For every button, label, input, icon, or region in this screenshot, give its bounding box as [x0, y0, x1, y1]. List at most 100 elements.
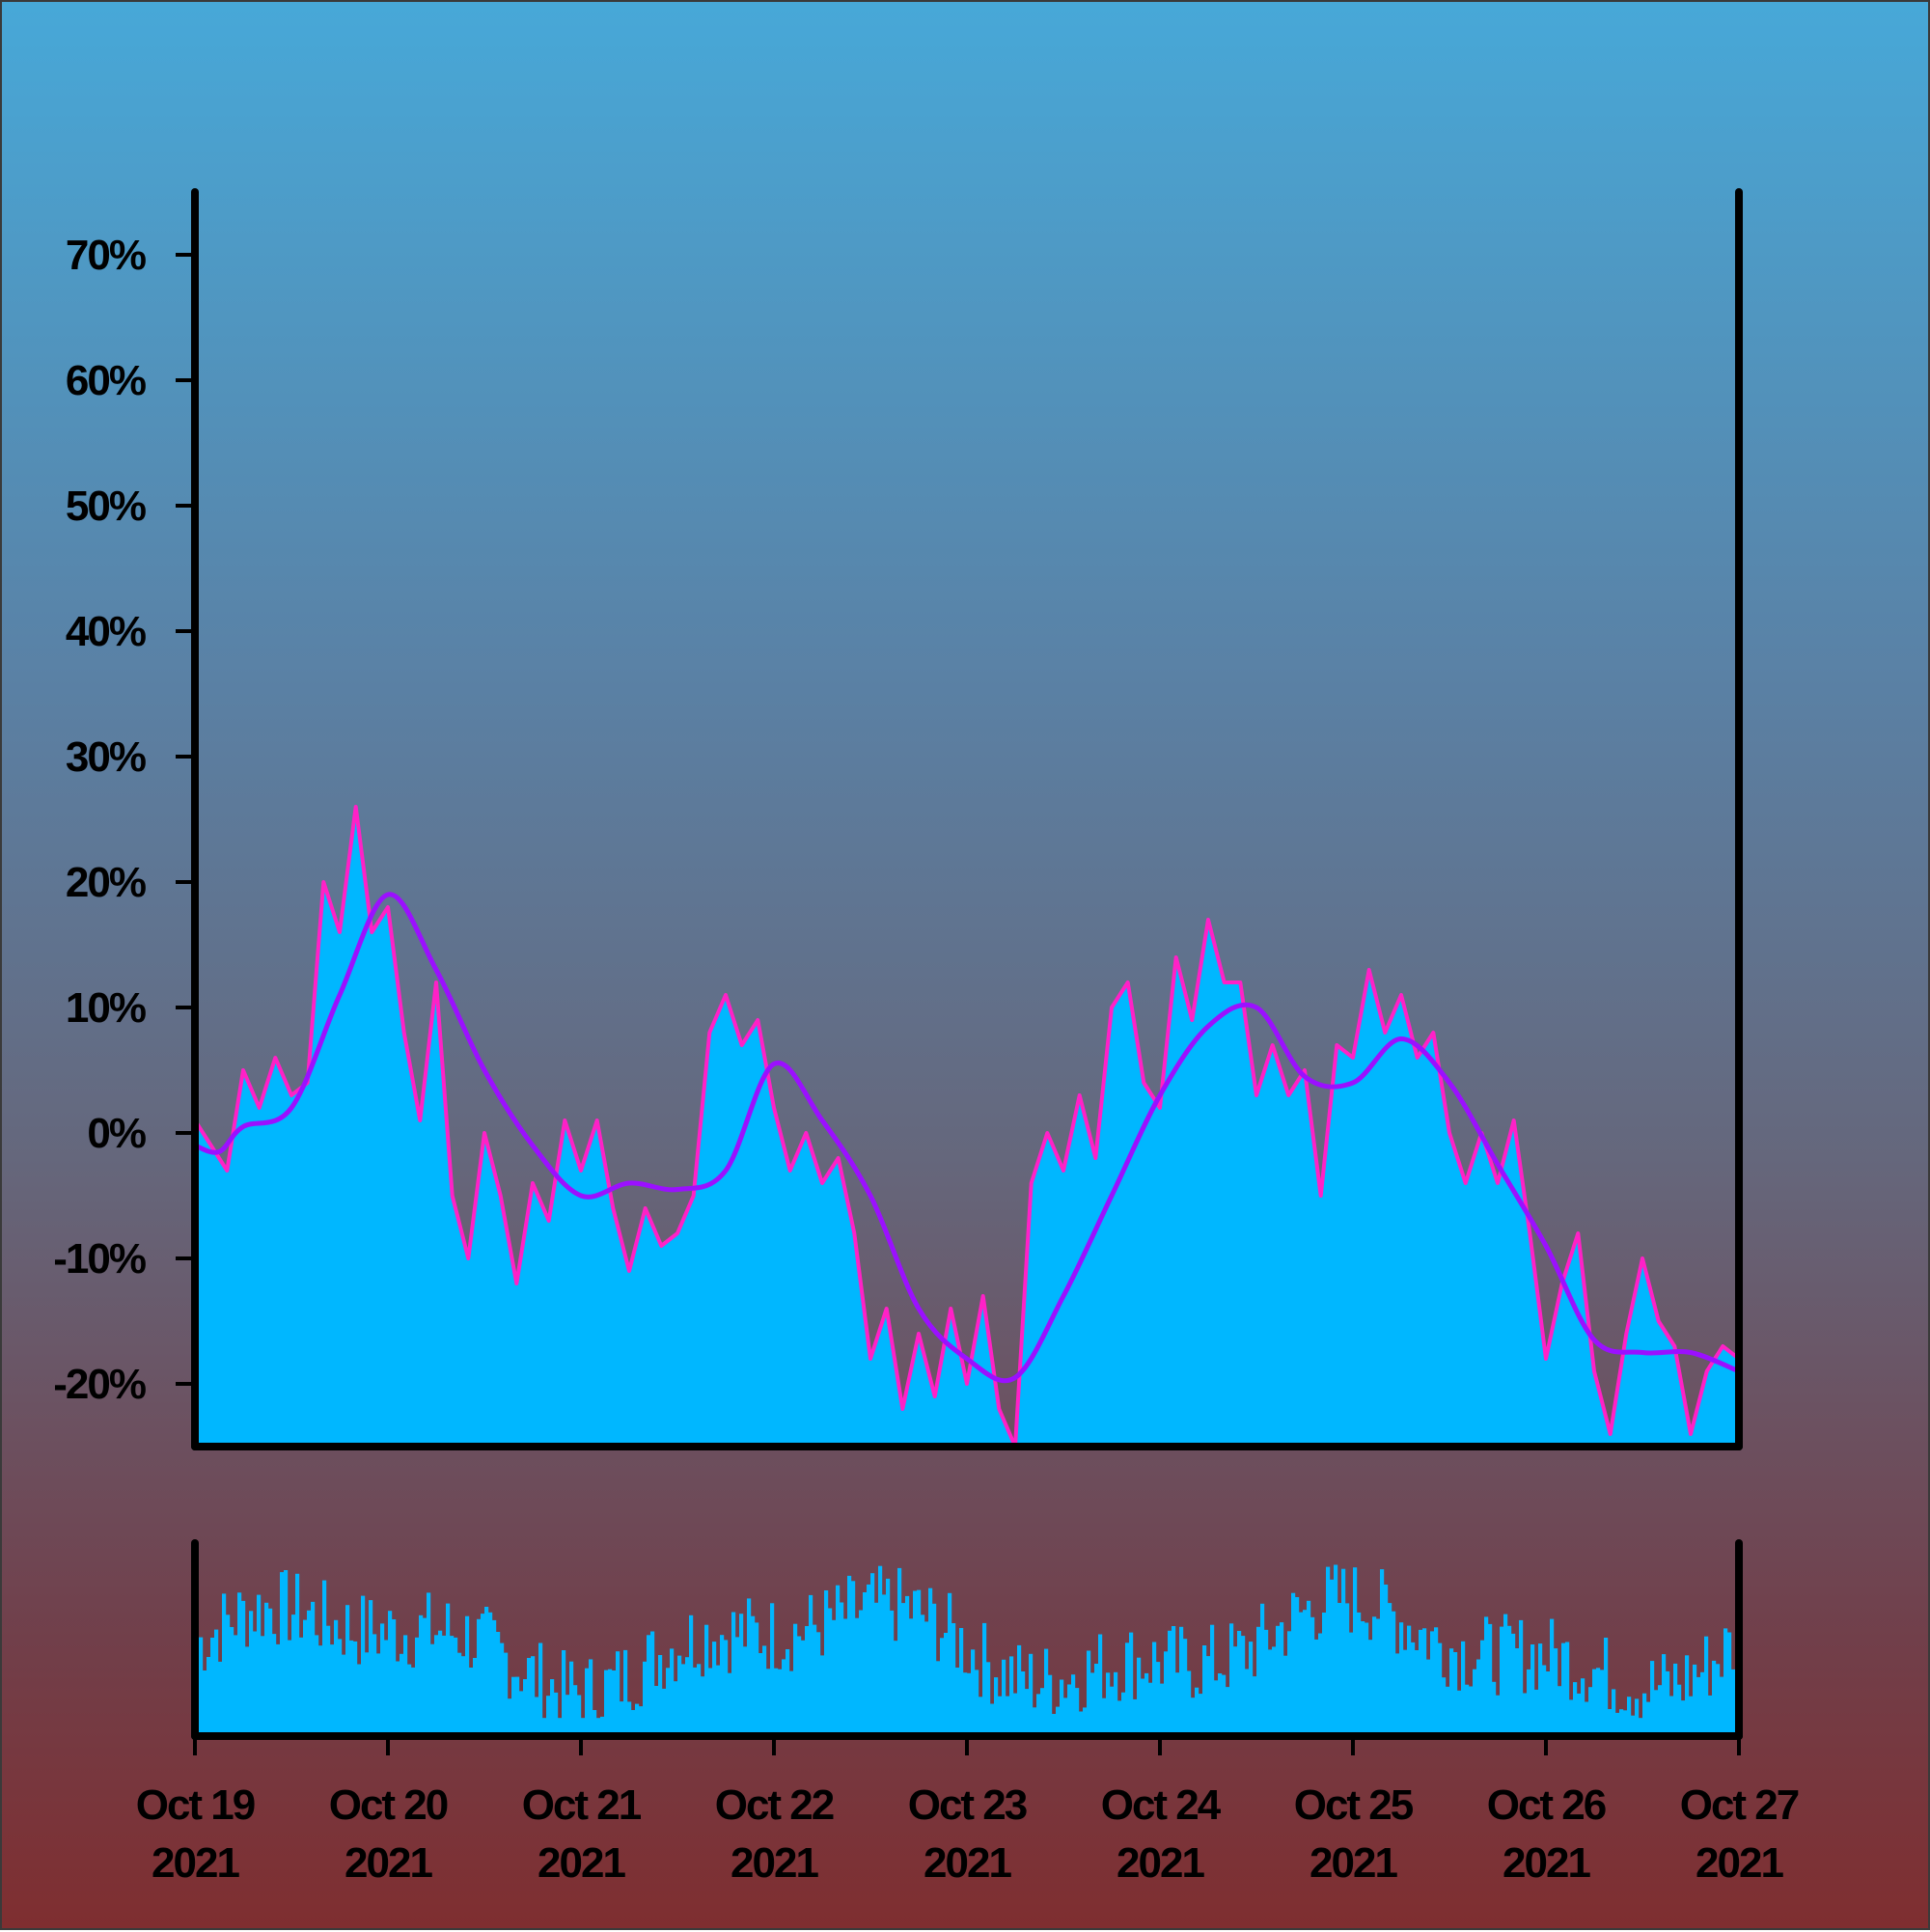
data-point-63 [1206, 918, 1210, 922]
volume-bar-7 [222, 1593, 227, 1736]
volume-bar-347 [1534, 1689, 1539, 1736]
data-point-69 [1303, 1068, 1307, 1072]
volume-bar-66 [450, 1636, 455, 1736]
volume-bar-73 [477, 1618, 482, 1736]
data-point-49 [981, 1294, 985, 1298]
volume-bar-11 [237, 1592, 242, 1736]
data-point-66 [1254, 1093, 1258, 1097]
volume-bar-383 [1673, 1663, 1678, 1736]
data-point-22 [547, 1219, 551, 1223]
x-axis: Oct 19 2021 Oct 20 2021 Oct 21 2021 Oct 22 2021… [136, 1736, 1801, 1887]
volume-bar-127 [685, 1657, 690, 1736]
volume-bar-288 [1307, 1600, 1311, 1736]
x-tick-label-year: 2021 [1310, 1839, 1397, 1887]
volume-bar-197 [955, 1668, 960, 1736]
volume-bar-343 [1519, 1619, 1524, 1736]
volume-bar-228 [1075, 1688, 1080, 1736]
volume-bar-71 [469, 1668, 474, 1736]
data-point-17 [466, 1256, 470, 1260]
data-point-44 [900, 1407, 904, 1411]
volume-bar-362 [1592, 1669, 1597, 1736]
volume-bar-259 [1195, 1687, 1199, 1736]
data-point-74 [1383, 1031, 1387, 1035]
volume-bar-345 [1527, 1669, 1531, 1736]
volume-bar-20 [272, 1634, 277, 1736]
volume-bar-193 [940, 1638, 945, 1736]
main-plot-frame [191, 188, 1743, 1450]
volume-bar-92 [550, 1679, 555, 1736]
volume-bar-24 [288, 1640, 292, 1736]
volume-bar-98 [573, 1685, 578, 1736]
volume-bar-245 [1141, 1678, 1145, 1736]
volume-bar-136 [720, 1635, 725, 1736]
volume-bar-204 [982, 1622, 987, 1736]
data-point-5 [273, 1056, 277, 1060]
volume-bar-317 [1419, 1629, 1423, 1736]
volume-bar-264 [1214, 1680, 1219, 1736]
volume-bar-10 [234, 1635, 238, 1736]
data-point-46 [933, 1394, 937, 1398]
x-tick-label-year: 2021 [152, 1839, 239, 1887]
volume-bar-152 [782, 1659, 786, 1736]
volume-bar-63 [438, 1630, 443, 1736]
volume-bar-207 [994, 1677, 999, 1736]
volume-bar-305 [1372, 1616, 1377, 1736]
data-point-12 [386, 905, 390, 909]
volume-bar-67 [454, 1637, 458, 1736]
y-tick-label: 70% [66, 232, 146, 279]
volume-bar-394 [1716, 1664, 1721, 1736]
volume-bar-46 [372, 1634, 377, 1736]
volume-bar-211 [1009, 1656, 1014, 1736]
y-tick-label: 10% [66, 984, 146, 1032]
volume-bar-387 [1689, 1696, 1694, 1736]
volume-bar-321 [1434, 1627, 1439, 1736]
volume-bar-242 [1129, 1632, 1134, 1736]
volume-bar-328 [1461, 1641, 1466, 1736]
volume-bar-289 [1310, 1616, 1315, 1736]
volume-bar-155 [793, 1623, 798, 1736]
data-point-82 [1512, 1118, 1516, 1122]
volume-bar-208 [998, 1696, 1003, 1736]
volume-bar-279 [1272, 1646, 1277, 1736]
volume-bar-65 [446, 1603, 451, 1736]
volume-bar-337 [1496, 1695, 1501, 1736]
data-point-43 [885, 1307, 889, 1311]
data-point-59 [1142, 1081, 1145, 1085]
data-point-60 [1158, 1106, 1162, 1110]
volume-bar-381 [1666, 1670, 1670, 1736]
data-point-81 [1496, 1181, 1500, 1185]
volume-bar-182 [897, 1567, 902, 1736]
volume-bar-218 [1036, 1694, 1041, 1736]
volume-bar-110 [620, 1701, 624, 1736]
volume-bar-327 [1457, 1690, 1462, 1736]
volume-bar-26 [295, 1573, 300, 1736]
volume-bar-38 [342, 1654, 346, 1736]
volume-bar-130 [697, 1664, 702, 1736]
volume-bar-379 [1658, 1685, 1663, 1736]
volume-bar-36 [334, 1619, 339, 1736]
data-point-20 [514, 1282, 518, 1285]
x-tick-label-date: Oct 23 [908, 1781, 1027, 1829]
volume-bar-386 [1685, 1655, 1690, 1736]
volume-bar-94 [558, 1718, 563, 1736]
volume-bar-237 [1110, 1686, 1115, 1736]
volume-bar-184 [905, 1595, 910, 1736]
volume-bar-385 [1681, 1700, 1686, 1736]
x-tick-label-date: Oct 26 [1487, 1781, 1606, 1829]
volume-bar-58 [419, 1615, 424, 1736]
volume-bar-9 [230, 1627, 234, 1736]
volume-bar-100 [581, 1718, 586, 1736]
volume-bar-16 [257, 1594, 262, 1736]
volume-bar-190 [928, 1587, 933, 1736]
volume-bar-157 [801, 1640, 806, 1736]
volume-bar-263 [1210, 1624, 1215, 1736]
data-point-33 [724, 993, 728, 997]
volume-bar-300 [1353, 1567, 1358, 1736]
volume-bar-234 [1098, 1634, 1103, 1736]
data-point-21 [531, 1181, 535, 1185]
volume-bar-372 [1631, 1715, 1636, 1736]
volume-bar-366 [1608, 1709, 1613, 1736]
volume-bar-303 [1365, 1622, 1369, 1736]
volume-bar-306 [1376, 1618, 1381, 1736]
